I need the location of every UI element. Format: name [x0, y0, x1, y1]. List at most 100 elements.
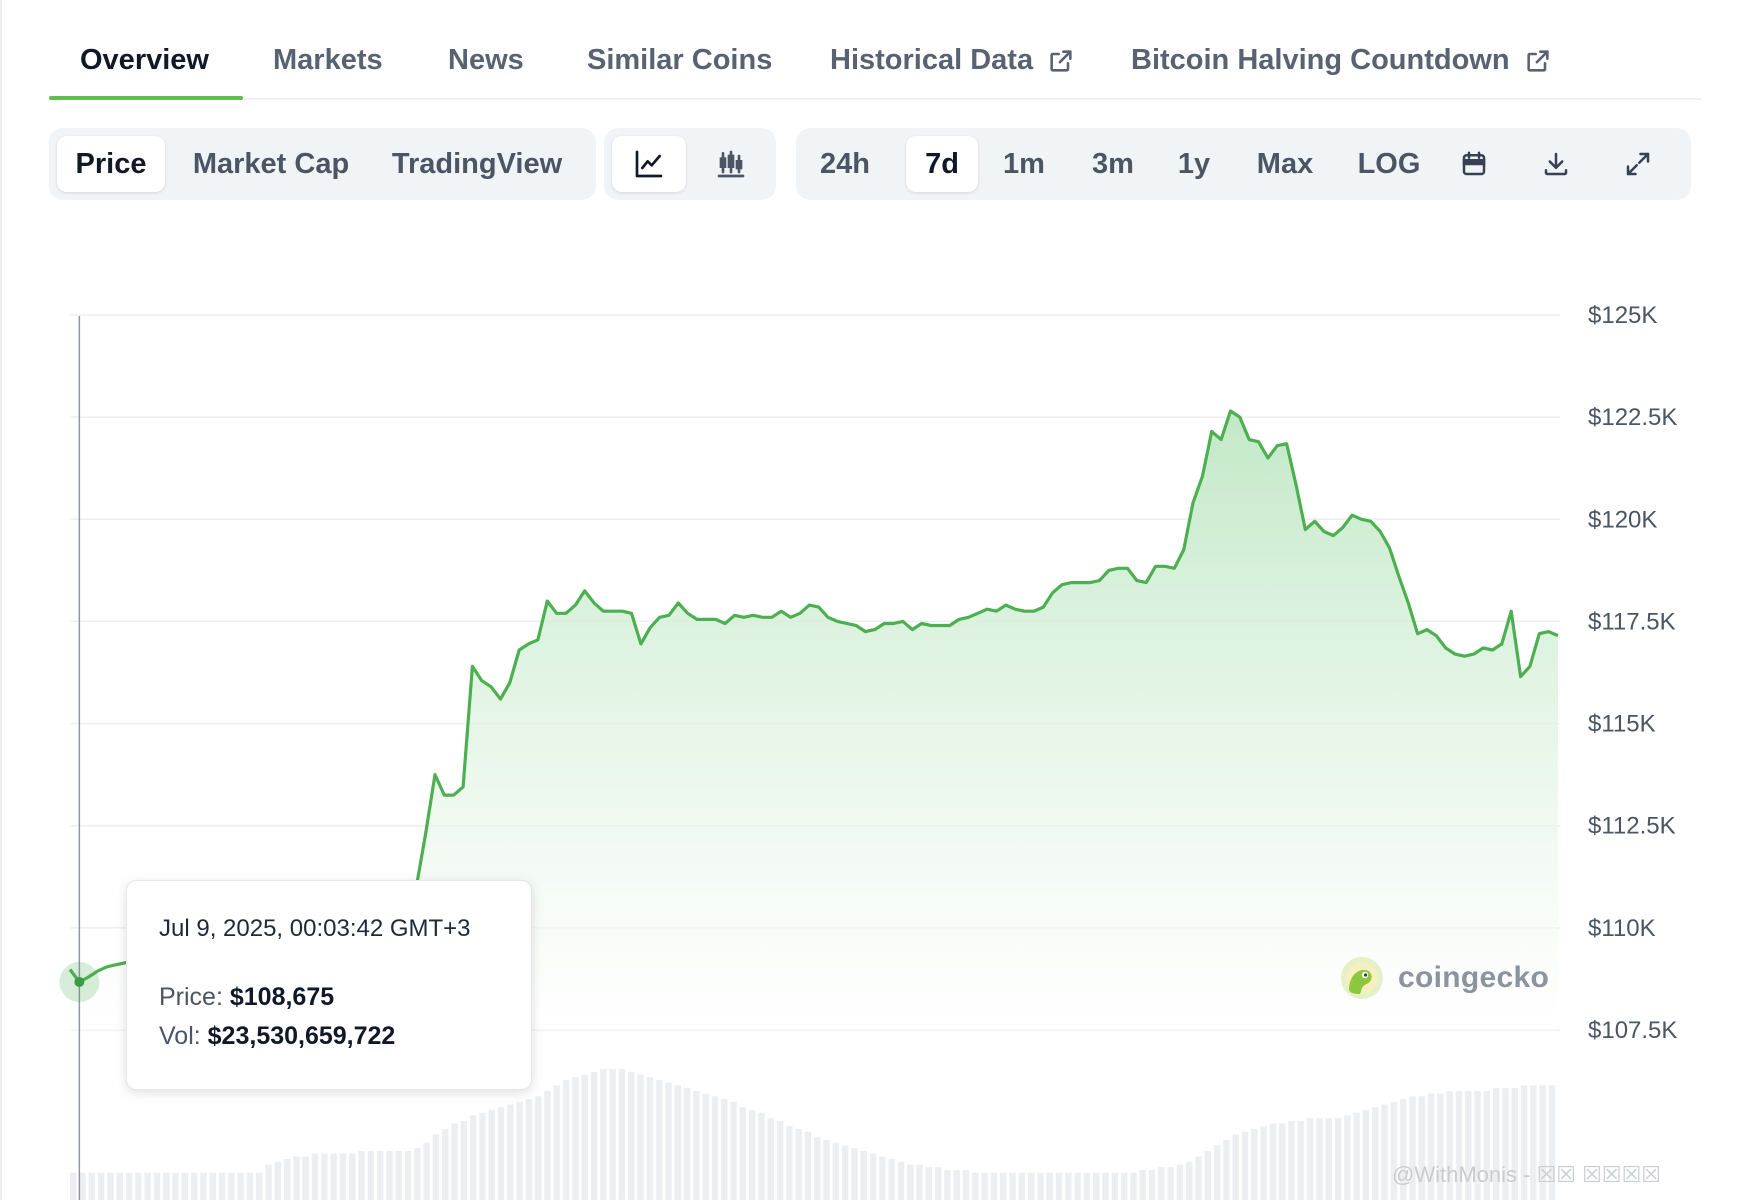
tab-markets[interactable]: Markets [273, 44, 383, 77]
volume-bar [860, 1150, 867, 1200]
tooltip-price-label: Price: [159, 983, 223, 1011]
volume-bar [916, 1164, 923, 1200]
volume-bar [879, 1156, 886, 1200]
volume-bar [1455, 1090, 1463, 1200]
tab-bitcoin-halving-countdown[interactable]: Bitcoin Halving Countdown [1131, 44, 1552, 77]
volume-bar [190, 1172, 198, 1200]
volume-bar [349, 1153, 356, 1200]
volume-bar [1362, 1110, 1370, 1200]
volume-bar [1260, 1126, 1267, 1200]
volume-bar [1027, 1172, 1035, 1200]
volume-bar [1223, 1140, 1230, 1200]
range-1m-button[interactable]: 1m [1003, 147, 1045, 180]
external-link-icon [1050, 49, 1072, 72]
volume-bar [1102, 1172, 1109, 1200]
volume-bar [283, 1159, 291, 1200]
range-3m-button[interactable]: 3m [1092, 147, 1134, 180]
y-tick-label: $117.5K [1588, 608, 1676, 635]
price-chart[interactable]: $125K $122.5K $120K $117.5K $115K $112.5K $110… [0, 200, 1744, 1200]
tab-markets-label: Markets [273, 44, 383, 76]
range-24h-button[interactable]: 24h [820, 147, 870, 180]
tradingview-button[interactable]: TradingView [391, 147, 563, 180]
hover-point [74, 976, 85, 987]
tab-news[interactable]: News [448, 44, 524, 77]
volume-bar [934, 1167, 942, 1200]
tab-overview[interactable]: Overview [80, 44, 209, 77]
market-cap-button[interactable]: Market Cap [192, 147, 350, 180]
volume-bar [395, 1150, 402, 1200]
range-max-button[interactable]: Max [1256, 147, 1314, 180]
line-chart-icon [635, 150, 663, 178]
y-tick-label: $107.5K [1588, 1017, 1677, 1044]
volume-bar [721, 1099, 728, 1200]
volume-bar [702, 1093, 709, 1200]
volume-bar [1139, 1170, 1146, 1200]
volume-bar [1120, 1172, 1128, 1200]
volume-bar [628, 1071, 635, 1200]
volume-bar [469, 1115, 477, 1200]
volume-bar [1148, 1170, 1156, 1200]
volume-bar [683, 1088, 691, 1200]
volume-bar [990, 1172, 998, 1200]
calendar-icon [1462, 151, 1486, 176]
volume-bar [1353, 1112, 1360, 1200]
volume-bar [544, 1090, 551, 1200]
y-tick-label: $112.5K [1588, 813, 1676, 840]
volume-bar [321, 1153, 328, 1200]
tooltip-volume-label: Vol: [159, 1022, 201, 1050]
calendar-button[interactable] [1442, 136, 1506, 192]
log-scale-button[interactable]: LOG [1357, 147, 1421, 180]
volume-bar [507, 1104, 514, 1200]
volume-bar [1465, 1090, 1472, 1200]
volume-bar [804, 1131, 812, 1200]
line-chart-button[interactable] [612, 136, 686, 192]
volume-bar [795, 1129, 802, 1200]
volume-bar [386, 1150, 393, 1200]
image-credit: @WithMonis - ☒☒ ☒☒☒☒ [1392, 1162, 1662, 1187]
volume-bar [1093, 1172, 1100, 1200]
volume-bar [79, 1172, 86, 1200]
volume-bar [488, 1110, 495, 1200]
volume-bar [776, 1120, 784, 1200]
download-button[interactable] [1524, 136, 1588, 192]
volume-bar [97, 1172, 105, 1200]
volume-bar [953, 1170, 960, 1200]
volume-bar [116, 1172, 123, 1200]
fullscreen-button[interactable] [1606, 136, 1670, 192]
volume-bar [767, 1118, 774, 1200]
volume-bar [1297, 1120, 1305, 1200]
volume-bar [497, 1107, 505, 1200]
volume-bar [376, 1150, 384, 1200]
volume-bar [711, 1096, 719, 1200]
volume-bar [311, 1153, 319, 1200]
volume-bar [1325, 1118, 1332, 1200]
volume-bar [869, 1153, 877, 1200]
price-area [70, 411, 1558, 1030]
volume-bar [962, 1170, 970, 1200]
volume-bar [451, 1123, 458, 1200]
volume-bar [525, 1099, 533, 1200]
volume-bar [841, 1145, 849, 1200]
tooltip-volume-row: Vol: $23,530,659,722 [159, 1022, 531, 1051]
tooltip-price-value: $108,675 [229, 983, 335, 1011]
volume-bars [70, 1069, 1556, 1200]
volume-bar [590, 1071, 598, 1200]
volume-bar [144, 1172, 151, 1200]
tab-historical-data[interactable]: Historical Data [830, 44, 1075, 77]
volume-bar [600, 1069, 607, 1200]
price-button[interactable]: Price [57, 136, 165, 192]
volume-bar [1288, 1120, 1295, 1200]
volume-bar [897, 1161, 905, 1200]
volume-bar [1279, 1123, 1286, 1200]
tab-news-label: News [448, 44, 524, 76]
volume-bar [1409, 1096, 1416, 1200]
volume-bar [618, 1069, 626, 1200]
tab-similar-coins[interactable]: Similar Coins [587, 44, 772, 77]
range-7d-button[interactable]: 7d [906, 136, 978, 192]
range-1y-button[interactable]: 1y [1177, 147, 1211, 180]
volume-bar [1130, 1172, 1137, 1200]
volume-bar [414, 1148, 421, 1200]
candlestick-button[interactable] [694, 136, 768, 192]
volume-bar [209, 1172, 216, 1200]
volume-bar [925, 1167, 933, 1200]
